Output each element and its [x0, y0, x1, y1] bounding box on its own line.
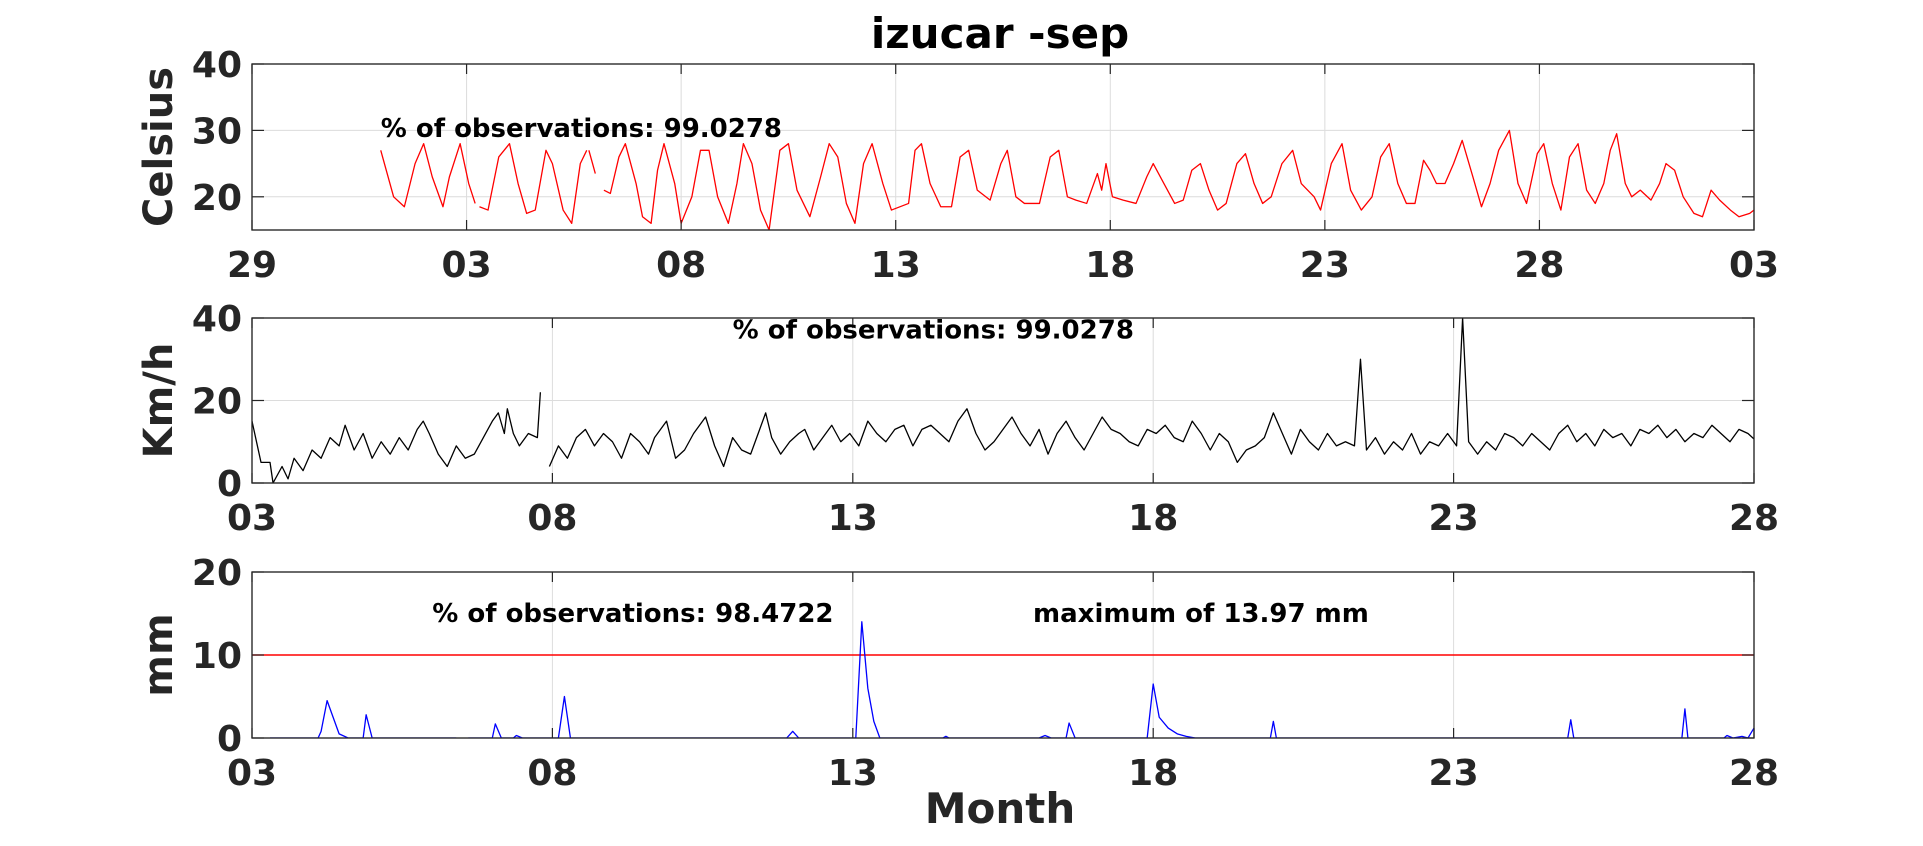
temperature-xtick-label-5: 23	[1300, 245, 1350, 286]
wind-series-line-0-1	[548, 318, 1754, 468]
temperature-series-line-0-3	[603, 129, 1754, 230]
temperature-xtick-label-4: 18	[1085, 245, 1135, 286]
temperature-annotation-0: % of observations: 99.0278	[381, 114, 782, 144]
temperature-xtick-label-1: 03	[442, 245, 492, 286]
temperature-frame	[251, 63, 1755, 231]
temperature-ytick-label-1: 30	[192, 111, 242, 152]
temperature-xtick-label-3: 13	[871, 245, 921, 286]
temperature-xtick-label-0: 29	[227, 245, 277, 286]
wind-ytick-label-0: 0	[217, 464, 242, 505]
wind-y-axis-label: Km/h	[136, 343, 182, 459]
precip-ytick-label-1: 10	[192, 636, 242, 677]
temperature-ytick-label-0: 20	[192, 178, 242, 219]
precip-ytick-label-2: 20	[192, 553, 242, 594]
precip-y-axis-label: mm	[136, 613, 182, 696]
wind-ytick-label-2: 40	[192, 299, 242, 340]
wind-xtick-label-3: 18	[1128, 498, 1178, 539]
wind-xtick-label-5: 28	[1729, 498, 1779, 539]
wind-xtick-label-4: 23	[1429, 498, 1479, 539]
temperature-y-axis-label: Celsius	[136, 67, 182, 227]
wind-series-line-0-0	[252, 392, 542, 483]
wind-xtick-label-0: 03	[227, 498, 277, 539]
precip-xtick-label-1: 08	[527, 753, 577, 794]
temperature-series-line-0-0	[380, 143, 476, 208]
temperature-xtick-label-7: 03	[1729, 245, 1779, 286]
temperature-xtick-label-2: 08	[656, 245, 706, 286]
temperature-ytick-label-2: 40	[192, 45, 242, 86]
precip-ytick-label-0: 0	[217, 719, 242, 760]
precip-xtick-label-5: 28	[1729, 753, 1779, 794]
precip-series-line-0-0	[270, 700, 457, 738]
chart-title: izucar -sep	[871, 9, 1129, 58]
wind-annotation-0: % of observations: 99.0278	[733, 316, 1134, 346]
temperature-xtick-label-6: 28	[1514, 245, 1564, 286]
wind-xtick-label-2: 13	[828, 498, 878, 539]
precip-xtick-label-4: 23	[1429, 753, 1479, 794]
temperature-plot-area	[251, 63, 1755, 231]
x-axis-label: Month	[925, 784, 1076, 833]
precip-annotation-0: % of observations: 98.4722	[432, 599, 833, 629]
precip-series-line-0-1	[468, 621, 1754, 738]
precip-xtick-label-0: 03	[227, 753, 277, 794]
wind-ytick-label-1: 20	[192, 382, 242, 423]
wind-xtick-label-1: 08	[527, 498, 577, 539]
temperature-series-line-0-2	[588, 150, 596, 174]
precip-annotation-1: maximum of 13.97 mm	[1033, 599, 1369, 629]
temperature-series-line-0-1	[479, 143, 588, 225]
precip-xtick-label-3: 18	[1128, 753, 1178, 794]
precip-xtick-label-2: 13	[828, 753, 878, 794]
